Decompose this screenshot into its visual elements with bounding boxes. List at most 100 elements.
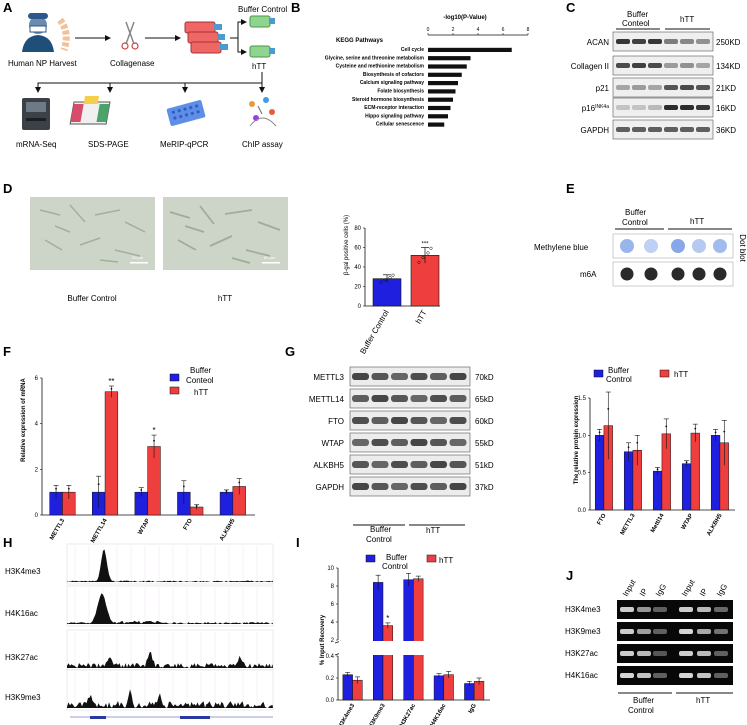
blot-band xyxy=(352,395,369,402)
htt-label: hTT xyxy=(252,62,266,71)
y-tick-label: 6 xyxy=(331,602,335,608)
blot-band xyxy=(352,439,369,446)
blot-band xyxy=(450,461,467,468)
panel-j: Input IP IgG Input IP IgGH3K4me3H3K9me3H3K27a… xyxy=(565,577,733,715)
blot-band xyxy=(648,127,662,132)
y-tick-label: 0.4 xyxy=(326,654,335,660)
data-point xyxy=(111,388,113,390)
blot-band xyxy=(648,39,662,44)
dot-m6a xyxy=(714,268,727,281)
row-label: m6A xyxy=(580,270,597,279)
group-label: hTT xyxy=(680,15,694,24)
panel-label-i: I xyxy=(296,535,300,550)
y-tick-label: 2 xyxy=(35,467,39,473)
panel-c: Buffer Conteol hTT ACAN 250KD Collagen II 1… xyxy=(571,10,741,139)
y-tick-label: 0 xyxy=(358,304,362,310)
data-point xyxy=(140,489,142,491)
blot-band xyxy=(352,373,369,380)
panel-b: KEGG Pathways -log10(P-Value) 02468 Cell… xyxy=(325,15,530,128)
significance-star: * xyxy=(386,614,389,623)
row-label: H3K9me3 xyxy=(565,627,601,636)
blot-band xyxy=(664,63,678,68)
blot-band xyxy=(391,461,408,468)
y-tick-label: 0.0 xyxy=(578,508,587,514)
column-label: IgG xyxy=(654,582,668,598)
blot-band xyxy=(616,127,630,132)
spine-icon xyxy=(60,20,66,50)
size-label: 55kD xyxy=(475,439,494,448)
data-point xyxy=(55,488,57,490)
size-label: 36KD xyxy=(716,126,736,135)
legend-label: hTT xyxy=(674,370,688,379)
data-point xyxy=(657,468,659,470)
bar xyxy=(383,626,393,700)
buffer-control-label: Buffer Control xyxy=(238,5,287,14)
gel-band xyxy=(620,673,634,678)
group-label: hTT xyxy=(696,696,710,705)
protein-label: p21 xyxy=(596,84,610,93)
bar xyxy=(691,433,700,510)
data-point xyxy=(686,461,688,463)
blot-band xyxy=(664,39,678,44)
data-point xyxy=(238,482,240,484)
track-label: H3K27ac xyxy=(5,653,38,662)
protein-label: METTL14 xyxy=(309,395,345,404)
bar xyxy=(428,64,467,68)
category-label: Hippo signaling pathway xyxy=(365,113,424,119)
y-tick-label: 40 xyxy=(354,265,361,271)
panel-label-e: E xyxy=(566,181,575,196)
protein-label: ALKBH5 xyxy=(313,461,344,470)
panel-label-g: G xyxy=(285,344,295,359)
gel-band xyxy=(637,651,651,656)
group-label: Buffer xyxy=(625,208,647,217)
blot-band xyxy=(430,461,447,468)
gel-band xyxy=(697,629,711,634)
blot-band xyxy=(391,373,408,380)
blot-band xyxy=(372,461,389,468)
y-tick-label: 10 xyxy=(327,566,334,572)
group-label: Control xyxy=(366,535,392,544)
gel-band xyxy=(679,629,693,634)
blot-band xyxy=(664,127,678,132)
gel-band xyxy=(620,651,634,656)
data-point xyxy=(628,446,630,448)
size-label: 65kD xyxy=(475,395,494,404)
data-point xyxy=(723,431,725,433)
blot-band xyxy=(664,105,678,110)
blot-band xyxy=(450,395,467,402)
y-tick-label: 8 xyxy=(331,584,335,590)
panel-d: 50 μm 50 μm Buffer Control hTT β-gal pos… xyxy=(30,197,440,356)
micrograph-label: Buffer Control xyxy=(67,294,116,303)
blot-band xyxy=(430,395,447,402)
column-label: Input xyxy=(680,577,697,598)
group-label: Buffer xyxy=(627,10,649,19)
bar xyxy=(105,392,118,515)
blot-band xyxy=(616,39,630,44)
protein-label: p16INK4a xyxy=(582,104,609,113)
track-label: H3K4me3 xyxy=(5,567,41,576)
blot-band xyxy=(411,439,428,446)
column-label: Input xyxy=(621,577,638,598)
row-label: Methylene blue xyxy=(534,243,589,252)
data-point xyxy=(715,431,717,433)
panel-label-f: F xyxy=(3,344,11,359)
track-label: H3K9me3 xyxy=(5,693,41,702)
y-tick-label: 80 xyxy=(354,226,361,232)
gene-model xyxy=(180,716,210,719)
bar xyxy=(653,471,662,510)
sequencer-icon xyxy=(22,98,50,130)
blot-band xyxy=(372,373,389,380)
category-label: FTO xyxy=(597,513,608,527)
bar xyxy=(464,684,474,701)
blot-band xyxy=(680,85,694,90)
blot-band xyxy=(372,439,389,446)
legend-label: Buffer xyxy=(386,553,408,562)
panel-f: Buffer Conteol hTT Relative expression o… xyxy=(21,366,255,544)
data-point xyxy=(153,440,155,442)
harvest-label: Human NP Harvest xyxy=(8,59,78,68)
blot-band xyxy=(632,39,646,44)
category-label: Calcium signaling pathway xyxy=(360,80,424,86)
bar xyxy=(404,580,414,700)
y-tick-label: 6 xyxy=(35,376,39,382)
size-label: 134KD xyxy=(716,62,741,71)
